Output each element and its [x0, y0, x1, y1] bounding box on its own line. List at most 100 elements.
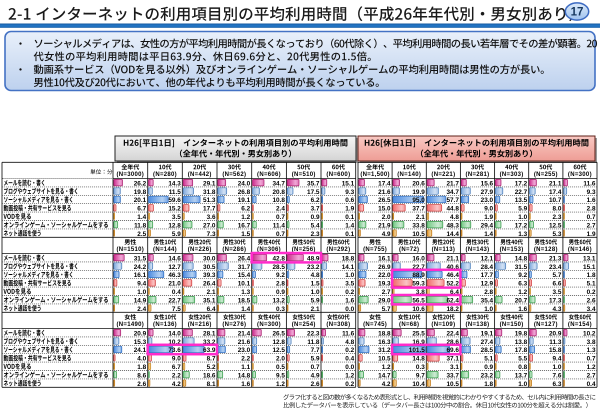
svg-text:95.0: 95.0: [412, 197, 425, 204]
svg-text:1.0: 1.0: [137, 289, 146, 296]
svg-text:22.7: 22.7: [168, 297, 181, 304]
svg-text:17.7: 17.7: [203, 206, 216, 213]
svg-text:12.7: 12.7: [168, 264, 181, 271]
svg-text:3.5: 3.5: [172, 214, 181, 221]
svg-text:3.8: 3.8: [587, 339, 596, 346]
svg-text:(N=113): (N=113): [432, 247, 456, 253]
svg-text:(N=280): (N=280): [153, 172, 177, 178]
svg-text:0.3: 0.3: [276, 306, 285, 313]
svg-text:(N=138): (N=138): [466, 322, 490, 328]
svg-text:20.8: 20.8: [272, 189, 285, 196]
svg-text:14.3: 14.3: [168, 180, 181, 187]
svg-text:19.9: 19.9: [412, 189, 425, 196]
svg-text:6.3: 6.3: [518, 281, 527, 288]
svg-text:9.7: 9.7: [416, 372, 425, 379]
svg-text:6.4: 6.4: [450, 289, 459, 296]
svg-text:5.9: 5.9: [311, 356, 320, 363]
svg-text:(N=562): (N=562): [222, 172, 246, 178]
svg-text:9.4: 9.4: [553, 356, 562, 363]
svg-text:(N=221): (N=221): [431, 172, 455, 178]
svg-text:5.7: 5.7: [553, 272, 562, 279]
svg-text:9.2: 9.2: [276, 272, 285, 279]
svg-text:3.6: 3.6: [207, 214, 216, 221]
svg-text:28.5: 28.5: [481, 347, 494, 354]
svg-text:21.9: 21.9: [378, 222, 391, 229]
svg-text:73.6: 73.6: [168, 347, 181, 354]
svg-text:(N=600): (N=600): [326, 172, 350, 178]
svg-text:2.6: 2.6: [587, 297, 596, 304]
svg-text:1.1: 1.1: [241, 364, 250, 371]
svg-text:(N=286): (N=286): [222, 247, 246, 253]
svg-text:4.8: 4.8: [345, 339, 354, 346]
svg-text:15.4: 15.4: [238, 272, 251, 279]
svg-text:(N=442): (N=442): [188, 172, 212, 178]
svg-text:14.7: 14.7: [378, 372, 391, 379]
svg-text:11.3: 11.3: [549, 339, 562, 346]
svg-text:3.8: 3.8: [416, 289, 425, 296]
svg-text:17.8: 17.8: [515, 347, 528, 354]
svg-text:1.2: 1.2: [382, 364, 391, 371]
svg-text:101.5: 101.5: [409, 347, 425, 354]
svg-text:(N=68): (N=68): [399, 322, 419, 328]
svg-text:10.2: 10.2: [168, 339, 181, 346]
svg-text:46.3: 46.3: [168, 272, 181, 279]
svg-text:(N=1510): (N=1510): [117, 247, 145, 253]
svg-text:2.0: 2.0: [382, 214, 391, 221]
svg-text:15.8: 15.8: [549, 347, 562, 354]
svg-text:21.4: 21.4: [238, 330, 251, 337]
svg-text:5.3: 5.3: [553, 231, 562, 238]
svg-text:1.8: 1.8: [587, 272, 596, 279]
svg-text:2.1: 2.1: [311, 306, 320, 313]
svg-text:(N=745): (N=745): [363, 322, 387, 328]
svg-text:10.1: 10.1: [238, 281, 251, 288]
svg-text:2.5: 2.5: [137, 231, 146, 238]
svg-text:31.5: 31.5: [134, 255, 147, 262]
svg-text:9.0: 9.0: [484, 206, 493, 213]
svg-text:1.3: 1.3: [587, 347, 596, 354]
svg-text:(N=254): (N=254): [292, 322, 316, 328]
svg-text:0.4: 0.4: [587, 381, 596, 388]
svg-text:18.8: 18.8: [342, 255, 355, 262]
svg-text:3.7: 3.7: [311, 206, 320, 213]
svg-text:10.8: 10.8: [272, 197, 285, 204]
svg-text:11.5: 11.5: [169, 189, 182, 196]
svg-text:1.5: 1.5: [311, 281, 320, 288]
svg-text:7.3: 7.3: [207, 231, 216, 238]
svg-text:21.1: 21.1: [549, 180, 562, 187]
svg-text:22.0: 22.0: [378, 272, 391, 279]
svg-text:2.6: 2.6: [137, 381, 146, 388]
svg-text:15.1: 15.1: [342, 180, 355, 187]
svg-text:(N=109): (N=109): [431, 322, 455, 328]
svg-text:13.7: 13.7: [515, 372, 528, 379]
svg-text:(N=281): (N=281): [466, 172, 490, 178]
svg-text:0.0: 0.0: [345, 364, 354, 371]
svg-text:19.1: 19.1: [238, 197, 251, 204]
svg-text:1.0: 1.0: [518, 214, 527, 221]
svg-text:26.9: 26.9: [378, 264, 391, 271]
svg-text:12.9: 12.9: [481, 281, 494, 288]
svg-text:16.1: 16.1: [134, 272, 147, 279]
svg-text:1.9: 1.9: [484, 214, 493, 221]
svg-text:22.3: 22.3: [307, 330, 320, 337]
svg-text:17.4: 17.4: [378, 180, 391, 187]
svg-text:4.9: 4.9: [382, 231, 391, 238]
svg-text:42.8: 42.8: [272, 255, 285, 262]
svg-text:28.4: 28.4: [481, 264, 494, 271]
svg-text:14.4: 14.4: [446, 231, 459, 238]
svg-text:2.1: 2.1: [416, 214, 425, 221]
svg-text:(N=146): (N=146): [568, 247, 592, 253]
svg-text:9.3: 9.3: [345, 189, 354, 196]
svg-text:14.0: 14.0: [168, 330, 181, 337]
svg-text:(N=150): (N=150): [500, 322, 524, 328]
svg-text:15.2: 15.2: [168, 206, 181, 213]
svg-text:16.7: 16.7: [238, 222, 251, 229]
svg-text:33.8: 33.8: [412, 222, 425, 229]
svg-text:26.5: 26.5: [378, 197, 391, 204]
svg-text:8.6: 8.6: [137, 372, 146, 379]
svg-text:16.3: 16.3: [378, 339, 391, 346]
svg-text:0.4: 0.4: [172, 289, 181, 296]
svg-text:5.1: 5.1: [587, 281, 596, 288]
svg-text:19.3: 19.3: [378, 281, 391, 288]
svg-text:(N=303): (N=303): [500, 172, 524, 178]
svg-text:(N=128): (N=128): [534, 247, 558, 253]
